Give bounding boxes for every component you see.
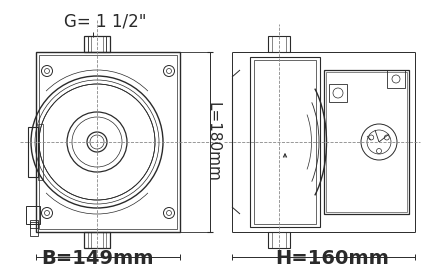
Bar xyxy=(326,72,407,212)
Text: G= 1 1/2": G= 1 1/2" xyxy=(64,12,146,30)
Text: L=180mm: L=180mm xyxy=(205,102,220,182)
Bar xyxy=(30,220,38,228)
Text: H=160mm: H=160mm xyxy=(275,249,389,268)
Bar xyxy=(26,206,40,224)
Bar xyxy=(30,222,38,236)
Bar xyxy=(88,36,106,52)
Bar xyxy=(329,84,347,102)
Text: B=149mm: B=149mm xyxy=(41,249,153,268)
Bar xyxy=(39,55,177,229)
Bar xyxy=(28,127,38,177)
Bar xyxy=(324,70,409,214)
Bar xyxy=(268,36,290,52)
Bar xyxy=(387,70,405,88)
Bar xyxy=(84,232,110,248)
Bar xyxy=(254,60,316,224)
Bar xyxy=(250,57,320,227)
Bar xyxy=(268,232,290,248)
Bar xyxy=(84,36,110,52)
Bar xyxy=(36,52,180,232)
Bar xyxy=(38,124,43,180)
